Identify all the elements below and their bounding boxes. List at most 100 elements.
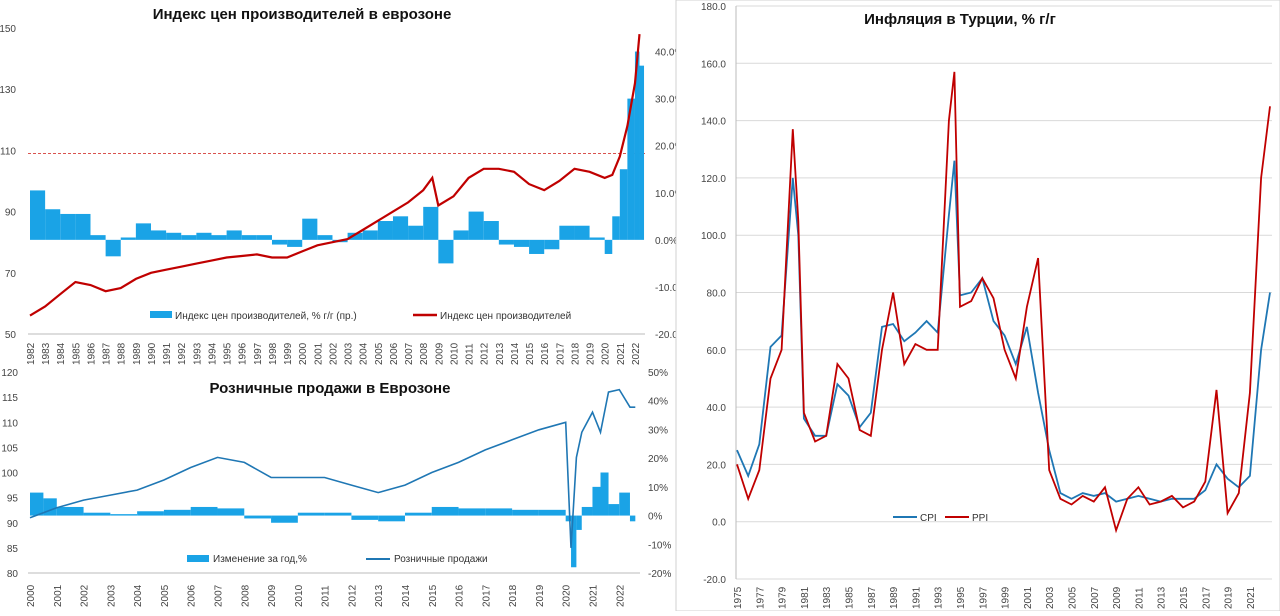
bar bbox=[392, 216, 409, 240]
y-tick-label: 50% bbox=[648, 368, 668, 379]
bar bbox=[485, 508, 513, 516]
legend-label: PPI bbox=[972, 513, 988, 524]
x-tick-label: 2016 bbox=[455, 584, 466, 607]
bar bbox=[629, 515, 636, 522]
bar bbox=[75, 213, 91, 240]
x-tick-label: 2002 bbox=[80, 584, 91, 607]
bar bbox=[166, 232, 182, 240]
y-tick-label: 130 bbox=[0, 85, 16, 96]
x-tick-label: 2000 bbox=[26, 584, 37, 607]
y-tick-label: 60.0 bbox=[707, 346, 727, 357]
legend: Изменение за год,% Розничные продажи bbox=[187, 554, 488, 565]
grid bbox=[735, 5, 1272, 580]
x-tick-label: 2020 bbox=[601, 342, 612, 365]
bar bbox=[404, 512, 432, 516]
bar bbox=[137, 511, 164, 516]
eurozone-ppi-chart: Индекс цен производителей в еврозоне 50 7… bbox=[0, 6, 683, 365]
bar bbox=[377, 221, 393, 240]
y-tick-label: 85 bbox=[7, 544, 19, 555]
y-tick-label: 30% bbox=[648, 425, 668, 436]
x-tick-label: 2008 bbox=[240, 584, 251, 607]
bar bbox=[619, 169, 628, 240]
x-tick-label: 2013 bbox=[374, 584, 385, 607]
bar bbox=[608, 504, 620, 516]
y-tick-label: 0.0% bbox=[655, 236, 678, 247]
legend-label: Изменение за год,% bbox=[213, 554, 307, 565]
bar bbox=[244, 515, 272, 519]
y-tick-label: 50 bbox=[5, 330, 17, 341]
bar bbox=[271, 239, 288, 245]
chart-title: Индекс цен производителей в еврозоне bbox=[153, 6, 452, 23]
x-tick-label: 1999 bbox=[1001, 586, 1012, 609]
x-tick-label: 2010 bbox=[449, 342, 460, 365]
bar bbox=[196, 232, 212, 240]
bar bbox=[571, 515, 577, 568]
y-tick-label: 115 bbox=[2, 393, 18, 404]
bar bbox=[271, 515, 298, 523]
x-tick-label: 2017 bbox=[1201, 586, 1212, 609]
x-tick-label: 2013 bbox=[495, 342, 506, 365]
x-tick-label: 2016 bbox=[540, 342, 551, 365]
chart-title: Инфляция в Турции, % г/г bbox=[864, 11, 1056, 28]
x-tick-label: 2015 bbox=[1179, 586, 1190, 609]
y-tick-label: -20.0 bbox=[703, 575, 726, 586]
x-tick-label: 1999 bbox=[283, 342, 294, 365]
x-tick-label: 2009 bbox=[1112, 586, 1123, 609]
bar bbox=[297, 512, 325, 516]
x-tick-label: 2022 bbox=[615, 584, 626, 607]
x-tick-label: 1991 bbox=[162, 342, 173, 365]
x-tick-label: 1993 bbox=[192, 342, 203, 365]
bar bbox=[600, 472, 609, 516]
y-tick-label: 150 bbox=[0, 24, 16, 35]
legend: CPI PPI bbox=[893, 513, 988, 524]
x-tick-label: 1989 bbox=[132, 342, 143, 365]
bar bbox=[634, 51, 640, 240]
y-tick-label: 80 bbox=[7, 569, 19, 580]
x-tick-label: 1986 bbox=[86, 342, 97, 365]
x-tick-label: 1998 bbox=[268, 342, 279, 365]
x-tick-label: 2021 bbox=[588, 584, 599, 607]
x-tick-label: 2004 bbox=[359, 342, 370, 365]
y-tick-label: 0% bbox=[648, 512, 663, 523]
bar bbox=[458, 508, 486, 516]
x-tick-label: 2008 bbox=[419, 342, 430, 365]
bar bbox=[423, 206, 439, 240]
bar bbox=[324, 512, 352, 516]
x-tick-label: 2013 bbox=[1157, 586, 1168, 609]
bar bbox=[378, 515, 405, 522]
x-tick-label: 1985 bbox=[845, 586, 856, 609]
x-tick-label: 2006 bbox=[389, 342, 400, 365]
bar bbox=[90, 235, 106, 240]
x-tick-label: 2022 bbox=[631, 342, 642, 365]
x-tick-label: 2015 bbox=[428, 584, 439, 607]
x-tick-label: 2011 bbox=[465, 343, 476, 365]
x-tick-label: 2017 bbox=[481, 584, 492, 607]
bar bbox=[538, 509, 566, 516]
y-axis-right: -20.0 -10.0 0.0% 10.0% 20.0% 30.0% 40.0% bbox=[655, 48, 683, 341]
y-tick-label: 90 bbox=[7, 519, 19, 530]
y-tick-label: 10.0% bbox=[655, 189, 683, 200]
y-tick-label: 180.0 bbox=[701, 2, 726, 13]
x-tick-label: 2018 bbox=[570, 342, 581, 365]
bar bbox=[619, 492, 630, 516]
bar bbox=[468, 211, 484, 240]
x-tick-label: 2007 bbox=[213, 584, 224, 607]
bar bbox=[559, 225, 575, 240]
x-tick-label: 2011 bbox=[1134, 587, 1145, 609]
x-tick-label: 1984 bbox=[56, 342, 67, 365]
y-tick-label: 10% bbox=[648, 483, 668, 494]
y-tick-label: 100.0 bbox=[701, 231, 726, 242]
bar bbox=[431, 506, 459, 516]
x-tick-label: 2003 bbox=[1045, 586, 1056, 609]
y-tick-label: 100 bbox=[1, 469, 18, 480]
bar bbox=[256, 235, 272, 240]
x-tick-label: 2009 bbox=[434, 342, 445, 365]
bar bbox=[241, 235, 257, 240]
legend-bar-swatch bbox=[150, 311, 172, 318]
bar bbox=[529, 239, 545, 254]
bar bbox=[592, 486, 601, 516]
bar bbox=[438, 239, 454, 264]
y-tick-label: 40.0% bbox=[655, 48, 683, 59]
bar bbox=[565, 515, 572, 522]
x-tick-label: 1988 bbox=[117, 342, 128, 365]
